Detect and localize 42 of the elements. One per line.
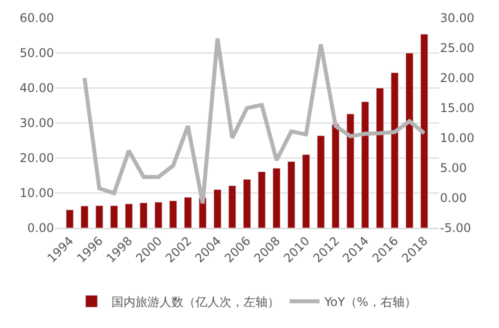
y2-tick-label: 30.00 <box>440 11 474 26</box>
bar <box>66 210 74 228</box>
y2-tick-label: 5.00 <box>440 161 467 176</box>
bar <box>287 161 296 228</box>
bar <box>184 196 192 228</box>
bar <box>258 171 266 228</box>
y-tick-label: 60.00 <box>20 11 54 26</box>
bar <box>420 34 428 228</box>
bar <box>406 52 414 228</box>
line-series <box>82 36 426 206</box>
y2-tick-label: 10.00 <box>440 131 474 146</box>
bar <box>390 72 399 228</box>
bar <box>228 185 236 228</box>
y-tick-label: 10.00 <box>20 186 54 200</box>
bar <box>110 205 118 228</box>
y-tick-label: 50.00 <box>20 46 54 60</box>
y2-tick-label: 20.00 <box>440 71 474 86</box>
y2-tick-label: -5.00 <box>440 221 472 236</box>
bar <box>214 189 222 228</box>
legend-label: YoY（%，右轴） <box>324 294 416 309</box>
bar <box>316 135 325 228</box>
bar <box>80 206 88 228</box>
bar <box>346 114 354 228</box>
y-tick-label: 20.00 <box>20 151 54 166</box>
bar <box>361 101 370 228</box>
bar <box>272 168 280 228</box>
y2-tick-label: 0.00 <box>440 191 467 206</box>
bar <box>302 154 310 228</box>
bar <box>376 88 384 228</box>
bar <box>95 205 104 228</box>
y2-tick-label: 15.00 <box>440 101 474 116</box>
bar <box>154 202 162 228</box>
bar <box>332 124 340 228</box>
y-tick-label: 40.00 <box>20 81 54 96</box>
bar <box>169 200 178 228</box>
y-tick-label: 30.00 <box>20 116 54 130</box>
legend-label: 国内旅游人数（亿人次，左轴） <box>112 294 280 309</box>
bar <box>140 202 148 228</box>
y2-tick-label: 25.00 <box>440 41 474 56</box>
bar <box>124 204 133 228</box>
bar <box>243 179 251 228</box>
y-tick-label: 0.00 <box>27 221 54 236</box>
